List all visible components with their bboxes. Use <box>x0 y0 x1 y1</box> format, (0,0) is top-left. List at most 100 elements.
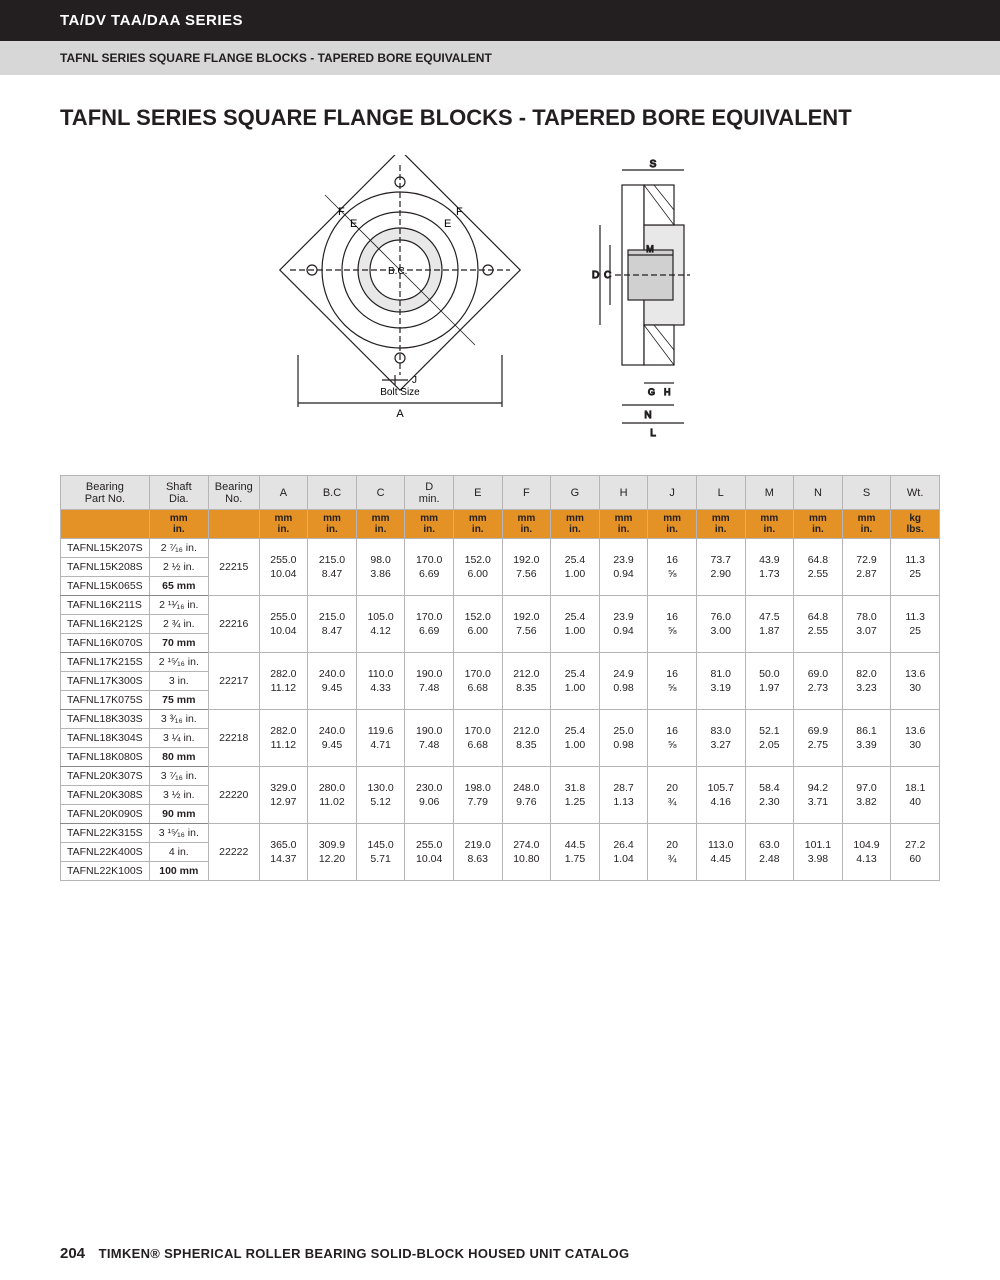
cell-L: 76.03.00 <box>696 596 745 653</box>
label-bolt: Bolt Size <box>380 387 420 398</box>
cell-BC: 240.09.45 <box>308 710 357 767</box>
cell-bearingno: 22215 <box>208 539 259 596</box>
label-N: N <box>644 410 651 421</box>
label-E: E <box>350 218 357 230</box>
cell-A: 282.011.12 <box>259 710 308 767</box>
cell-part: TAFNL20K090S <box>61 805 150 824</box>
cell-H: 26.41.04 <box>599 824 648 881</box>
cell-G: 25.41.00 <box>551 653 600 710</box>
col-Wt: Wt. <box>891 476 940 510</box>
cell-S: 72.92.87 <box>842 539 891 596</box>
cell-BC: 215.08.47 <box>308 596 357 653</box>
col-D: Dmin. <box>405 476 454 510</box>
cell-part: TAFNL15K065S <box>61 577 150 596</box>
page: TA/DV TAA/DAA SERIES TAFNL SERIES SQUARE… <box>0 0 1000 1280</box>
cell-bearingno: 22217 <box>208 653 259 710</box>
cell-S: 86.13.39 <box>842 710 891 767</box>
cell-part: TAFNL17K075S <box>61 691 150 710</box>
cell-part: TAFNL20K307S <box>61 767 150 786</box>
diagram-row: F E F E B.C. J Bolt Size A <box>0 155 1000 445</box>
footer: 204 TIMKEN® SPHERICAL ROLLER BEARING SOL… <box>60 1245 629 1262</box>
cell-J: 16⅝ <box>648 653 697 710</box>
cell-Wt: 18.140 <box>891 767 940 824</box>
cell-part: TAFNL18K303S <box>61 710 150 729</box>
label-J: J <box>412 375 417 386</box>
col-J: J <box>648 476 697 510</box>
label-E2: E <box>444 218 451 230</box>
cell-L: 73.72.90 <box>696 539 745 596</box>
cell-H: 24.90.98 <box>599 653 648 710</box>
cell-BC: 280.011.02 <box>308 767 357 824</box>
label-H: H <box>664 387 671 397</box>
cell-Wt: 11.325 <box>891 596 940 653</box>
cell-A: 282.011.12 <box>259 653 308 710</box>
unit-C: mmin. <box>356 510 405 539</box>
cell-shaft: 3 ¼ in. <box>149 729 208 748</box>
cell-F: 212.08.35 <box>502 710 551 767</box>
cell-Wt: 13.630 <box>891 710 940 767</box>
col-part: BearingPart No. <box>61 476 150 510</box>
cell-N: 69.92.75 <box>794 710 843 767</box>
cell-L: 81.03.19 <box>696 653 745 710</box>
label-F2: F <box>456 206 463 218</box>
unit-H: mmin. <box>599 510 648 539</box>
cell-D: 190.07.48 <box>405 653 454 710</box>
cell-G: 25.41.00 <box>551 539 600 596</box>
cell-shaft: 4 in. <box>149 843 208 862</box>
cell-shaft: 2 ½ in. <box>149 558 208 577</box>
cell-M: 63.02.48 <box>745 824 794 881</box>
unit-shaft: mmin. <box>149 510 208 539</box>
unit-BC: mmin. <box>308 510 357 539</box>
unit-S: mmin. <box>842 510 891 539</box>
cell-S: 82.03.23 <box>842 653 891 710</box>
unit-bno <box>208 510 259 539</box>
cell-A: 255.010.04 <box>259 539 308 596</box>
cell-J: 16⅝ <box>648 539 697 596</box>
cell-N: 64.82.55 <box>794 539 843 596</box>
col-shaft: ShaftDia. <box>149 476 208 510</box>
cell-F: 248.09.76 <box>502 767 551 824</box>
cell-F: 212.08.35 <box>502 653 551 710</box>
cell-N: 101.13.98 <box>794 824 843 881</box>
series-header: TA/DV TAA/DAA SERIES <box>0 0 1000 41</box>
col-F: F <box>502 476 551 510</box>
cell-S: 104.94.13 <box>842 824 891 881</box>
cell-C: 105.04.12 <box>356 596 405 653</box>
cell-part: TAFNL22K400S <box>61 843 150 862</box>
col-bno: BearingNo. <box>208 476 259 510</box>
page-number: 204 <box>60 1245 85 1262</box>
cell-D: 170.06.69 <box>405 539 454 596</box>
cell-BC: 215.08.47 <box>308 539 357 596</box>
front-view-diagram: F E F E B.C. J Bolt Size A <box>270 155 530 445</box>
cell-Wt: 11.325 <box>891 539 940 596</box>
cell-J: 16⅝ <box>648 710 697 767</box>
cell-Wt: 27.260 <box>891 824 940 881</box>
cell-shaft: 3 ¹⁵⁄₁₆ in. <box>149 824 208 843</box>
cell-BC: 240.09.45 <box>308 653 357 710</box>
cell-F: 192.07.56 <box>502 539 551 596</box>
cell-D: 170.06.69 <box>405 596 454 653</box>
label-M: M <box>646 244 654 254</box>
cell-bearingno: 22220 <box>208 767 259 824</box>
cell-bearingno: 22222 <box>208 824 259 881</box>
cell-part: TAFNL18K304S <box>61 729 150 748</box>
col-H: H <box>599 476 648 510</box>
col-L: L <box>696 476 745 510</box>
cell-part: TAFNL17K300S <box>61 672 150 691</box>
cell-H: 28.71.13 <box>599 767 648 824</box>
cell-H: 23.90.94 <box>599 539 648 596</box>
cell-M: 50.01.97 <box>745 653 794 710</box>
unit-A: mmin. <box>259 510 308 539</box>
cell-shaft: 3 ⁷⁄₁₆ in. <box>149 767 208 786</box>
cell-M: 58.42.30 <box>745 767 794 824</box>
unit-F: mmin. <box>502 510 551 539</box>
cell-F: 274.010.80 <box>502 824 551 881</box>
cell-E: 152.06.00 <box>453 596 502 653</box>
cell-part: TAFNL16K070S <box>61 634 150 653</box>
cell-M: 47.51.87 <box>745 596 794 653</box>
cell-C: 145.05.71 <box>356 824 405 881</box>
cell-S: 97.03.82 <box>842 767 891 824</box>
cell-part: TAFNL16K212S <box>61 615 150 634</box>
cell-G: 25.41.00 <box>551 596 600 653</box>
unit-N: mmin. <box>794 510 843 539</box>
